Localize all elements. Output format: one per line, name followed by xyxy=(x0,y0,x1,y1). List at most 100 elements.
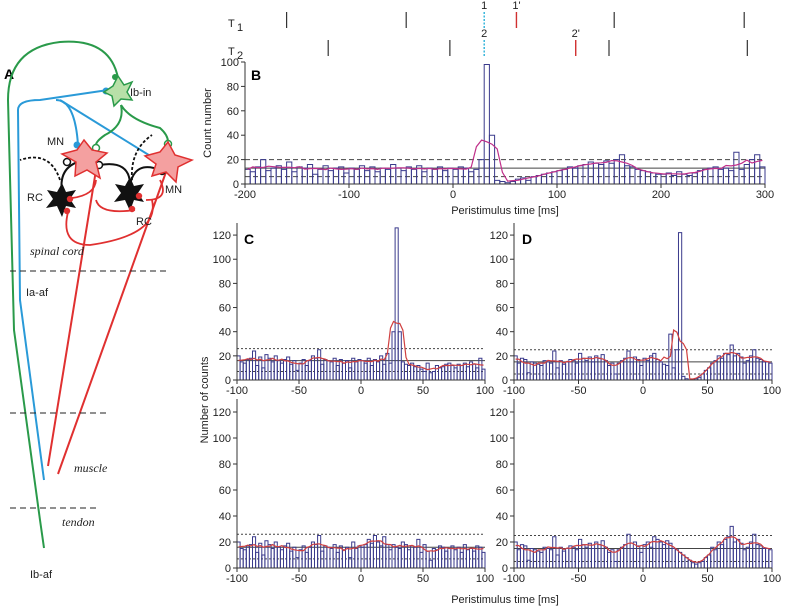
x-tick-label: 100 xyxy=(763,385,781,397)
label-spinal-cord: spinal cord xyxy=(30,244,85,258)
histogram-bin xyxy=(587,161,594,184)
x-tick-label: -100 xyxy=(226,573,248,585)
panel-letter-c: C xyxy=(244,231,254,247)
histogram-bin xyxy=(696,170,704,184)
histogram-bin xyxy=(260,159,267,184)
y-tick-label: 20 xyxy=(496,537,508,549)
x-tick-label: 100 xyxy=(476,385,494,397)
rc-dendrite xyxy=(19,156,61,181)
delayed-spike-label: 2' xyxy=(572,28,580,40)
rc-dendrite xyxy=(130,134,153,181)
smoothed-curve xyxy=(515,328,771,380)
y-tick-label: 60 xyxy=(496,485,508,497)
y-tick-label: 20 xyxy=(219,351,231,363)
histogram-bin xyxy=(481,368,486,380)
histogram-bin xyxy=(249,171,256,184)
histogram-bin xyxy=(610,362,615,380)
ib-in-axon-right xyxy=(120,104,169,143)
smoothed-curve xyxy=(238,540,484,553)
mn-axon-left xyxy=(47,169,97,467)
y-tick-label: 60 xyxy=(219,485,231,497)
y-tick-label: 60 xyxy=(496,303,508,315)
histogram-bin xyxy=(405,166,412,184)
histogram-bin xyxy=(425,362,430,380)
ib-afferent-line xyxy=(6,40,119,549)
label-ia-af: Ia-af xyxy=(26,287,49,299)
histogram-bin xyxy=(546,172,553,184)
histogram-bin xyxy=(494,179,501,184)
panel-letter-b: B xyxy=(251,67,261,83)
ib-in-axon-left xyxy=(94,104,123,147)
y-tick-label: 80 xyxy=(219,278,231,290)
ia-branch-left xyxy=(55,99,79,146)
histogram-bin xyxy=(684,378,689,380)
y-tick-label: 20 xyxy=(496,351,508,363)
smoothed-curve xyxy=(515,536,771,563)
spike-trains: T 11 1'T 22 2' xyxy=(228,0,748,62)
x-tick-label: 0 xyxy=(640,385,646,397)
rc-axon xyxy=(99,163,131,186)
histogram-bin xyxy=(551,171,558,184)
histogram-bin xyxy=(270,167,277,184)
x-tick-label: 0 xyxy=(358,573,364,585)
x-tick-label: -100 xyxy=(338,189,360,201)
x-tick-label: -100 xyxy=(503,385,525,397)
y-tick-label: 120 xyxy=(213,407,231,419)
y-tick-label: 120 xyxy=(213,230,231,242)
cd-ylabel: Number of counts xyxy=(199,356,211,443)
panel-letter-a: A xyxy=(4,66,14,82)
y-tick-label: 0 xyxy=(225,563,231,575)
histogram-bin xyxy=(481,551,486,568)
histogram-bin xyxy=(296,166,303,184)
mn-left-neuron-icon xyxy=(60,138,109,180)
y-tick-label: 0 xyxy=(233,179,239,191)
mn-collateral xyxy=(145,179,164,201)
mn-synapse xyxy=(128,205,136,213)
histogram-bin xyxy=(291,171,298,184)
y-tick-label: 80 xyxy=(227,81,239,93)
label-mn-left: MN xyxy=(47,136,64,148)
ia-afferent-line xyxy=(16,89,109,481)
train-label: T xyxy=(228,18,235,30)
histogram-bin xyxy=(566,166,574,184)
ib-in-neuron-icon xyxy=(102,74,134,108)
x-tick-label: -100 xyxy=(503,573,525,585)
x-tick-label: 200 xyxy=(652,189,670,201)
y-tick-label: 120 xyxy=(490,230,508,242)
panel-c-top: -100 -50 0 50 100 0 20 40 60 80 100 120 C xyxy=(213,223,494,397)
ia-branch-right xyxy=(59,99,153,158)
histogram-bin xyxy=(523,545,528,568)
histogram-bin xyxy=(421,171,428,184)
histogram-bin xyxy=(327,170,334,184)
histogram-bin xyxy=(395,167,402,184)
y-tick-label: 40 xyxy=(227,130,239,142)
y-tick-label: 40 xyxy=(496,511,508,523)
label-tendon: tendon xyxy=(62,515,95,529)
histogram-bin xyxy=(665,172,672,184)
histogram-bin xyxy=(488,134,496,184)
mn-synapse xyxy=(66,195,74,203)
x-tick-label: 0 xyxy=(640,573,646,585)
x-tick-label: 50 xyxy=(417,385,429,397)
y-tick-label: 40 xyxy=(219,511,231,523)
train-label: T xyxy=(228,46,235,58)
label-rc-right: RC xyxy=(136,216,152,228)
histogram-bin xyxy=(447,167,454,184)
histogram-bin xyxy=(722,167,730,184)
label-mn-right: MN xyxy=(165,184,182,196)
histogram-bin xyxy=(286,161,293,184)
panel-c-bottom: -100 -50 0 50 100 0 20 40 60 80 100 120 xyxy=(213,399,494,585)
rc-right-neuron-icon xyxy=(114,177,144,211)
y-tick-label: 80 xyxy=(496,459,508,471)
histogram-bin xyxy=(712,166,719,184)
label-muscle: muscle xyxy=(74,461,108,475)
x-tick-label: 50 xyxy=(417,573,429,585)
reference-spike-label: 2 xyxy=(481,28,487,40)
y-tick-label: 0 xyxy=(502,563,508,575)
histogram-bin xyxy=(394,227,399,380)
histogram-bin xyxy=(468,171,475,184)
mn-synapse xyxy=(135,192,143,200)
histogram-bin xyxy=(677,232,683,380)
histogram-bin xyxy=(265,170,272,184)
panel-d-top: -100 -50 0 50 100 0 20 40 60 80 100 120 D xyxy=(490,223,781,397)
